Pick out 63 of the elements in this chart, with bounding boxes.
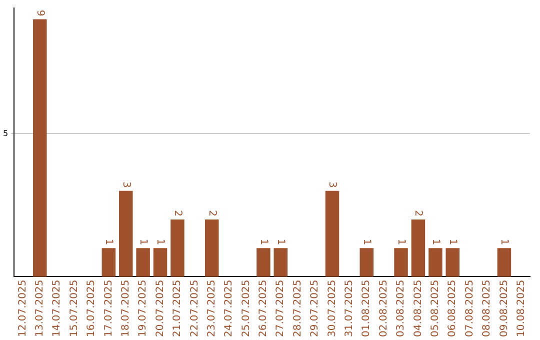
x-tick-label: 09.08.2025 — [498, 280, 510, 338]
bar — [394, 248, 408, 277]
x-tick-label: 26.07.2025 — [258, 280, 270, 338]
bar — [256, 248, 270, 277]
x-tick-label: 24.07.2025 — [224, 280, 235, 338]
bar — [118, 190, 133, 277]
data-label: 1 — [154, 238, 166, 246]
x-tick-label: 02.08.2025 — [378, 280, 390, 338]
data-label: 1 — [395, 238, 406, 246]
data-label: 1 — [430, 238, 441, 246]
data-label: 2 — [172, 210, 183, 217]
data-label: 2 — [412, 210, 424, 217]
data-label: 2 — [206, 210, 218, 217]
bar — [497, 248, 512, 277]
x-tick-label: 29.07.2025 — [310, 280, 321, 338]
x-tick-label: 04.08.2025 — [412, 280, 424, 338]
bar — [411, 220, 426, 277]
x-tick-label: 31.07.2025 — [344, 280, 356, 338]
x-tick-label: 01.08.2025 — [361, 280, 372, 338]
x-tick-label: 13.07.2025 — [34, 280, 46, 338]
x-tick-label: 15.07.2025 — [68, 280, 80, 338]
bar — [102, 248, 116, 277]
x-tick-label: 08.08.2025 — [482, 280, 493, 338]
x-tick-label: 20.07.2025 — [154, 280, 166, 338]
bar — [446, 248, 460, 277]
x-tick-label: 07.08.2025 — [464, 280, 476, 338]
x-tick-label: 14.07.2025 — [52, 280, 63, 338]
bar — [170, 220, 184, 277]
bar — [136, 248, 150, 277]
x-tick-label: 21.07.2025 — [172, 280, 184, 338]
data-label: 1 — [103, 238, 114, 246]
data-label: 1 — [498, 238, 510, 246]
x-tick-label: 27.07.2025 — [275, 280, 286, 338]
data-label: 1 — [137, 238, 148, 246]
data-label: 3 — [326, 182, 338, 188]
x-tick-label: 10.08.2025 — [516, 280, 527, 338]
data-label: 3 — [120, 182, 132, 188]
bar — [153, 248, 168, 277]
x-tick-label: 05.08.2025 — [430, 280, 442, 338]
x-tick-label: 12.07.2025 — [17, 280, 28, 338]
x-tick-label: 30.07.2025 — [326, 280, 338, 338]
bar — [325, 190, 340, 277]
x-tick-label: 16.07.2025 — [86, 280, 98, 338]
bar — [274, 248, 288, 277]
bar — [33, 19, 47, 277]
data-label: 9 — [34, 10, 46, 16]
x-tick-label: 22.07.2025 — [189, 280, 200, 338]
bar — [360, 248, 374, 277]
x-tick-label: 03.08.2025 — [396, 280, 407, 338]
x-tick-label: 28.07.2025 — [292, 280, 304, 338]
x-tick-label: 23.07.2025 — [206, 280, 218, 338]
x-tick-label: 06.08.2025 — [447, 280, 458, 338]
data-label: 1 — [258, 238, 269, 246]
bar — [428, 248, 442, 277]
data-label: 1 — [447, 238, 458, 246]
x-tick-label: 19.07.2025 — [138, 280, 149, 338]
data-label: 1 — [275, 238, 286, 246]
y-tick-label: 5 — [2, 128, 8, 138]
x-tick-label: 17.07.2025 — [103, 280, 114, 338]
bar — [204, 220, 219, 277]
x-tick-label: 18.07.2025 — [120, 280, 132, 338]
data-label: 1 — [361, 238, 372, 246]
x-tick-label: 25.07.2025 — [240, 280, 252, 338]
